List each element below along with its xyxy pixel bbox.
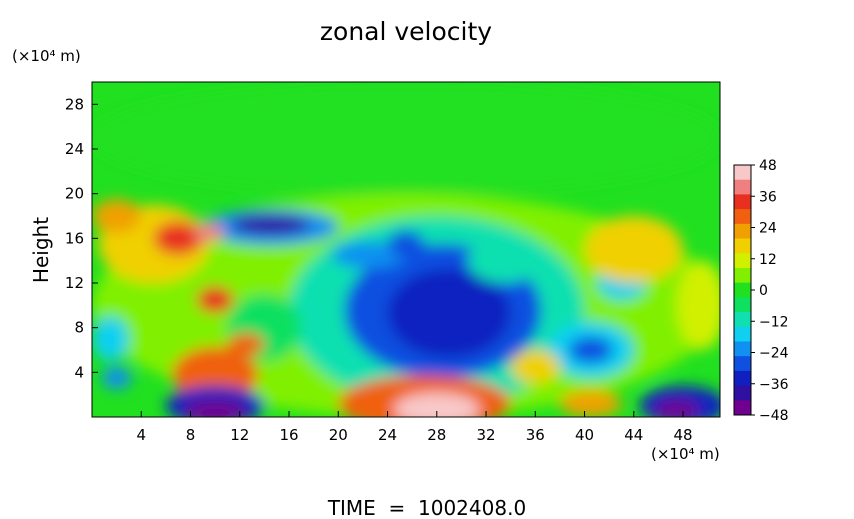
y-ticks: 4 8 12 16 20 24 28 — [65, 95, 98, 381]
colorbar-swatch — [734, 238, 751, 254]
y-tick-label: 8 — [74, 319, 84, 337]
velocity-blob-23 — [92, 316, 129, 362]
velocity-blob-7 — [332, 241, 407, 269]
velocity-blob-10 — [153, 221, 203, 256]
velocity-field — [92, 82, 720, 417]
y-tick-label: 4 — [74, 363, 84, 381]
velocity-blob-22 — [654, 400, 700, 417]
colorbar-swatch — [734, 267, 751, 284]
x-tick-label: 20 — [329, 426, 348, 444]
colorbar-swatch — [734, 341, 751, 357]
colorbar-swatch — [734, 194, 751, 210]
velocity-blob-13 — [196, 286, 234, 314]
plot-frame — [91, 81, 721, 418]
velocity-blob-6 — [231, 214, 310, 235]
y-unit-label: (×10⁴ m) — [12, 47, 81, 65]
colorbar-swatch — [734, 370, 751, 387]
velocity-blob-16 — [184, 400, 246, 417]
colorbar-tick-label: 0 — [759, 283, 768, 299]
velocity-blob-31 — [227, 333, 265, 356]
velocity-blob-8 — [387, 230, 425, 258]
x-tick-label: 24 — [378, 426, 397, 444]
colorbar-swatch — [734, 312, 751, 328]
colorbar-swatch — [734, 223, 751, 240]
x-unit-label: (×10⁴ m) — [651, 445, 720, 463]
colorbar-swatch — [734, 253, 751, 269]
colorbar: 48 36 24 12 0 −12 −24 −36 −48 — [733, 158, 789, 424]
velocity-blob-12 — [92, 199, 142, 233]
velocity-blob-26 — [559, 390, 622, 417]
x-tick-label: 12 — [230, 426, 249, 444]
y-tick-label: 12 — [65, 274, 84, 292]
x-tick-label: 28 — [427, 426, 446, 444]
x-tick-label: 4 — [136, 426, 146, 444]
colorbar-swatch — [734, 282, 751, 298]
velocity-blob-24 — [101, 366, 132, 390]
x-tick-label: 40 — [575, 426, 594, 444]
velocity-blob-29 — [467, 238, 542, 283]
x-tick-label: 16 — [279, 426, 298, 444]
colorbar-tick-label: 48 — [759, 158, 777, 174]
time-footer: TIME = 1002408.0 — [327, 496, 526, 519]
velocity-blob-32 — [510, 350, 560, 384]
x-tick-label: 36 — [526, 426, 545, 444]
colorbar-swatches — [734, 165, 751, 416]
y-tick-label: 24 — [65, 140, 84, 158]
colorbar-swatch — [734, 179, 751, 195]
colorbar-swatch — [734, 297, 751, 313]
x-tick-label: 8 — [186, 426, 196, 444]
colorbar-tick-label: 36 — [759, 189, 777, 205]
colorbar-tick-label: 24 — [759, 221, 777, 237]
y-tick-label: 20 — [65, 185, 84, 203]
x-tick-label: 32 — [476, 426, 495, 444]
chart-title: zonal velocity — [320, 17, 492, 46]
y-tick-label: 16 — [65, 229, 84, 247]
x-ticks: 4 8 12 16 20 24 28 32 36 40 44 48 — [136, 411, 693, 444]
colorbar-tick-label: −36 — [759, 377, 789, 393]
colorbar-swatch — [734, 209, 751, 225]
velocity-blob-18 — [393, 392, 480, 417]
colorbar-tick-label: −48 — [759, 408, 789, 424]
velocity-blob-4 — [387, 268, 511, 358]
velocity-blob-0 — [92, 82, 720, 194]
colorbar-swatch — [734, 165, 751, 181]
y-tick-label: 28 — [65, 95, 84, 113]
y-axis-label: Height — [29, 217, 53, 283]
colorbar-tick-label: 12 — [759, 252, 777, 268]
colorbar-tick-label: −24 — [759, 346, 789, 362]
x-tick-label: 44 — [624, 426, 643, 444]
x-tick-label: 48 — [674, 426, 693, 444]
colorbar-swatch — [734, 385, 751, 401]
colorbar-swatch — [734, 326, 751, 342]
velocity-blob-27 — [584, 216, 684, 283]
colorbar-tick-label: −12 — [759, 314, 789, 330]
velocity-blob-11 — [194, 223, 224, 242]
colorbar-ticks: 48 36 24 12 0 −12 −24 −36 −48 — [751, 158, 789, 424]
velocity-blob-20 — [568, 336, 613, 364]
colorbar-swatch — [734, 356, 751, 372]
velocity-blob-28 — [676, 260, 720, 350]
colorbar-swatch — [734, 400, 751, 416]
